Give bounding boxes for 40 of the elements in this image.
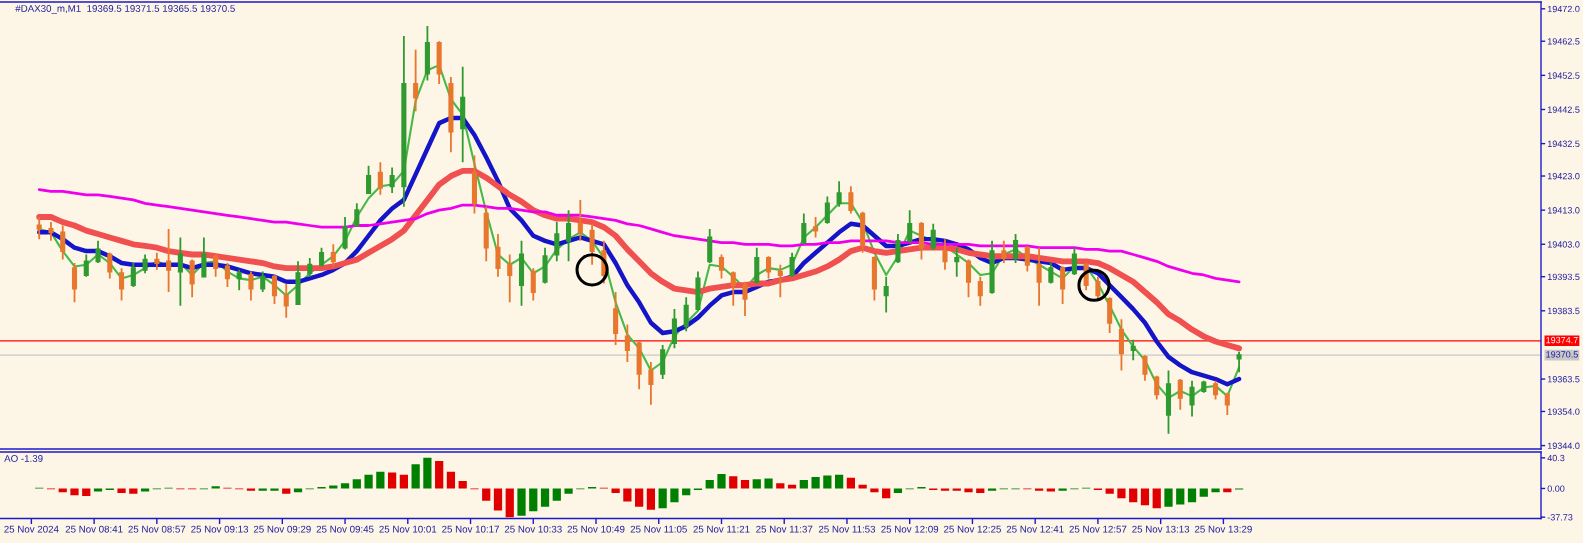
x-tick-label: 25 Nov 12:25 [944, 525, 1001, 533]
x-tick-label: 25 Nov 13:13 [1132, 525, 1190, 533]
x-tick-label: 25 Nov 10:01 [379, 525, 437, 533]
y-tick-label: 40.3 [1547, 454, 1565, 462]
y-tick-label: 19413.0 [1547, 207, 1580, 214]
x-tick-label: 25 Nov 12:41 [1006, 525, 1064, 533]
x-tick-label: 25 Nov 10:17 [442, 525, 499, 533]
y-tick-label: 19452.5 [1547, 72, 1580, 79]
x-tick-label: 25 Nov 11:37 [756, 525, 813, 533]
y-tick-label: 19423.0 [1547, 172, 1580, 180]
y-tick-label: 19403.0 [1547, 241, 1580, 248]
x-tick-label: 25 Nov 11:21 [693, 525, 750, 533]
y-tick-label: 19344.0 [1547, 442, 1580, 449]
chart-title: AO -1.39 [4, 455, 43, 462]
ref-line-label: 19374.7 [1546, 336, 1578, 344]
y-tick-label: 19383.5 [1547, 307, 1580, 315]
x-tick-label: 25 Nov 10:33 [504, 525, 562, 533]
x-tick-label: 25 Nov 11:53 [818, 525, 876, 533]
y-tick-label: 19432.5 [1547, 140, 1580, 147]
y-tick-label: 0.00 [1547, 485, 1565, 492]
y-tick-label: 19354.0 [1547, 408, 1580, 415]
x-tick-label: 25 Nov 10:49 [567, 525, 625, 533]
y-tick-label: -37.73 [1547, 514, 1573, 521]
x-tick-label: 25 Nov 12:57 [1069, 525, 1127, 533]
y-tick-label: 19462.5 [1547, 38, 1580, 45]
x-tick-label: 25 Nov 2024 [4, 525, 59, 533]
x-tick-label: 25 Nov 11:05 [630, 525, 687, 533]
x-tick-label: 25 Nov 08:57 [128, 525, 186, 533]
x-tick-label: 25 Nov 13:29 [1194, 525, 1252, 533]
ref-line-label: 19370.5 [1546, 351, 1578, 358]
y-tick-label: 19363.5 [1547, 376, 1580, 383]
x-tick-label: 25 Nov 09:13 [191, 525, 249, 533]
x-tick-label: 25 Nov 09:45 [316, 525, 374, 533]
y-tick-label: 19442.5 [1547, 106, 1580, 113]
chart-title: #DAX30_m,M1 19369.5 19371.5 19365.5 19370.5 [15, 5, 235, 14]
y-tick-label: 19472.0 [1547, 5, 1580, 13]
x-tick-label: 25 Nov 12:09 [881, 525, 939, 533]
x-tick-label: 25 Nov 09:29 [253, 525, 311, 533]
y-tick-label: 19393.5 [1547, 273, 1580, 281]
x-tick-label: 25 Nov 08:41 [65, 525, 123, 533]
